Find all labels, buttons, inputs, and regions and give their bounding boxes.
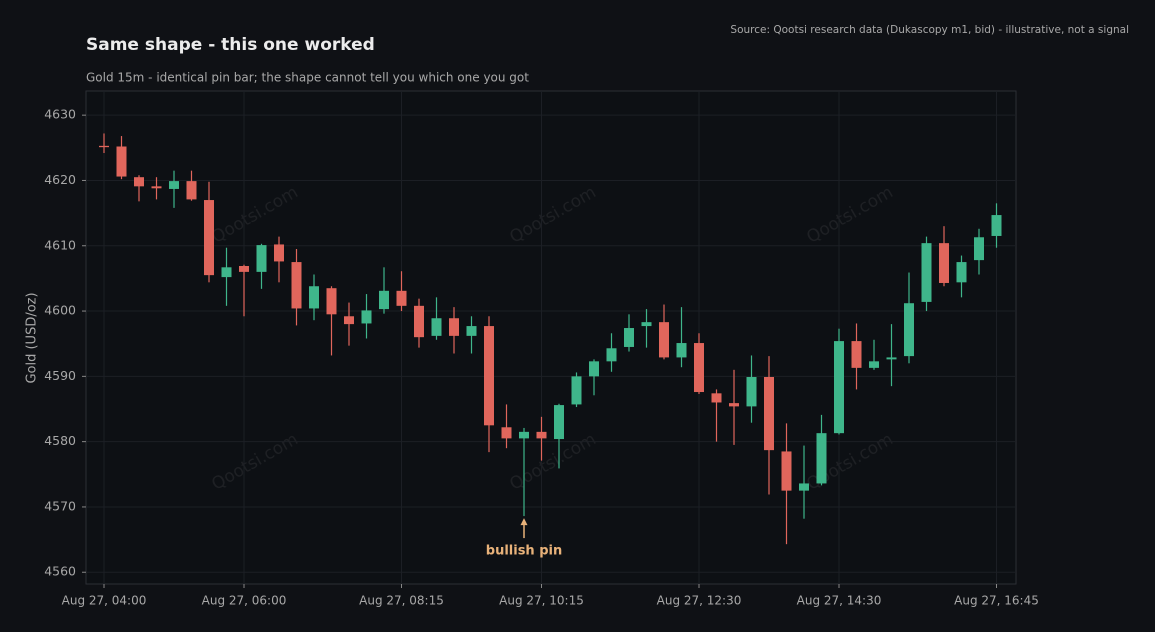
x-tick-label: Aug 27, 14:30 bbox=[797, 594, 882, 608]
candle-body bbox=[869, 361, 879, 368]
candle-body bbox=[519, 431, 529, 439]
candle-body bbox=[186, 181, 197, 200]
candle-body bbox=[729, 403, 739, 407]
candle-body bbox=[221, 267, 232, 278]
candle-body bbox=[694, 343, 704, 393]
candle-body bbox=[379, 290, 389, 310]
candle-body bbox=[676, 343, 687, 358]
candle-body bbox=[239, 265, 249, 272]
candle-body bbox=[816, 433, 827, 484]
y-tick-label: 4620 bbox=[44, 172, 76, 187]
candle-body bbox=[711, 393, 722, 403]
annotation-label: bullish pin bbox=[486, 544, 562, 559]
y-tick-label: 4610 bbox=[44, 237, 76, 252]
candle-body bbox=[449, 318, 459, 336]
candle-body bbox=[361, 310, 372, 324]
y-tick-label: 4570 bbox=[44, 498, 76, 513]
candle-body bbox=[851, 341, 862, 368]
candle-body bbox=[974, 237, 984, 261]
x-tick-label: Aug 27, 10:15 bbox=[499, 594, 584, 608]
candle-body bbox=[344, 316, 354, 325]
y-tick-label: 4590 bbox=[44, 368, 76, 383]
y-tick-label: 4600 bbox=[44, 303, 76, 318]
annotation-arrowhead bbox=[520, 518, 528, 526]
candle-body bbox=[764, 377, 774, 451]
candle-body bbox=[641, 322, 652, 327]
candle-body bbox=[799, 483, 809, 491]
candle-body bbox=[431, 318, 442, 336]
chart-title: Same shape - this one worked bbox=[86, 35, 375, 55]
candle-body bbox=[659, 322, 669, 358]
candle-body bbox=[274, 244, 284, 262]
candle-body bbox=[151, 186, 162, 189]
candle-body bbox=[204, 200, 214, 276]
candle-body bbox=[939, 243, 949, 283]
candle-body bbox=[606, 348, 617, 362]
y-tick-label: 4560 bbox=[44, 564, 76, 579]
chart-subtitle: Gold 15m - identical pin bar; the shape … bbox=[86, 71, 529, 85]
x-tick-label: Aug 27, 12:30 bbox=[657, 594, 742, 608]
x-tick-label: Aug 27, 04:00 bbox=[62, 594, 147, 608]
candle-body bbox=[116, 146, 127, 177]
source-note: Source: Qootsi research data (Dukascopy … bbox=[730, 24, 1129, 36]
candle-body bbox=[589, 361, 599, 377]
candle-body bbox=[169, 181, 179, 189]
candle-body bbox=[624, 328, 634, 347]
y-tick-label: 4630 bbox=[44, 107, 76, 122]
candle-body bbox=[309, 286, 319, 309]
y-tick-label: 4580 bbox=[44, 433, 76, 448]
candle-body bbox=[134, 177, 144, 187]
candle-body bbox=[834, 341, 844, 434]
candle-body bbox=[571, 376, 582, 405]
candle-body bbox=[781, 451, 792, 491]
candle-body bbox=[291, 262, 302, 309]
candle-body bbox=[921, 243, 932, 302]
candle-body bbox=[536, 431, 547, 439]
candle-body bbox=[466, 326, 477, 336]
x-tick-label: Aug 27, 06:00 bbox=[202, 594, 287, 608]
candle-body bbox=[886, 357, 897, 360]
candle-body bbox=[326, 288, 337, 315]
candle-body bbox=[256, 245, 267, 272]
candle-body bbox=[501, 427, 512, 439]
candle-body bbox=[956, 262, 967, 283]
candle-body bbox=[554, 405, 564, 440]
y-axis-label: Gold (USD/oz) bbox=[25, 292, 40, 383]
candle-body bbox=[414, 305, 424, 338]
candle-body bbox=[746, 377, 757, 407]
candle-body bbox=[484, 326, 494, 426]
candle-body bbox=[396, 290, 407, 306]
x-tick-label: Aug 27, 08:15 bbox=[359, 594, 444, 608]
x-tick-label: Aug 27, 16:45 bbox=[954, 594, 1039, 608]
candle-body bbox=[904, 303, 914, 357]
candle-body bbox=[991, 215, 1002, 236]
candle-body bbox=[99, 145, 109, 148]
plot-area bbox=[85, 90, 1017, 585]
